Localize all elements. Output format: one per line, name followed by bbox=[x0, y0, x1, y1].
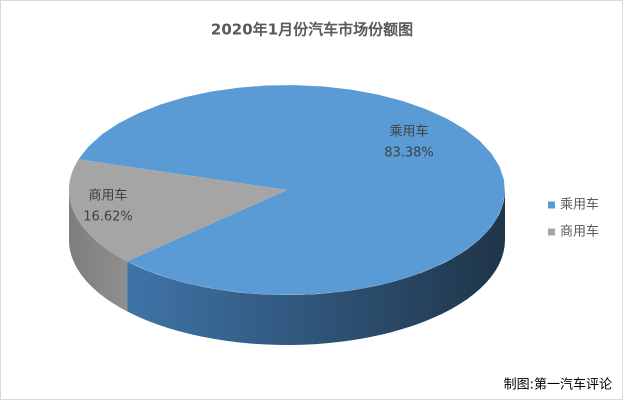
legend-label: 商用车 bbox=[560, 224, 599, 240]
slice-label: 商用车 bbox=[88, 188, 127, 204]
slice-label: 乘用车 bbox=[389, 124, 428, 140]
value-label: 83.38% bbox=[384, 146, 434, 161]
pie-slice bbox=[69, 159, 287, 262]
value-label: 16.62% bbox=[83, 210, 133, 225]
slice-side bbox=[69, 190, 128, 312]
annotation: 制图:第一汽车评论 bbox=[504, 377, 612, 393]
pie-slice bbox=[78, 85, 505, 295]
chart-title: 2020年1月份汽车市场份额图 bbox=[211, 21, 413, 39]
legend-swatch bbox=[548, 228, 555, 236]
legend-label: 乘用车 bbox=[560, 197, 599, 213]
slice-side bbox=[127, 190, 505, 345]
legend-swatch bbox=[548, 201, 555, 209]
